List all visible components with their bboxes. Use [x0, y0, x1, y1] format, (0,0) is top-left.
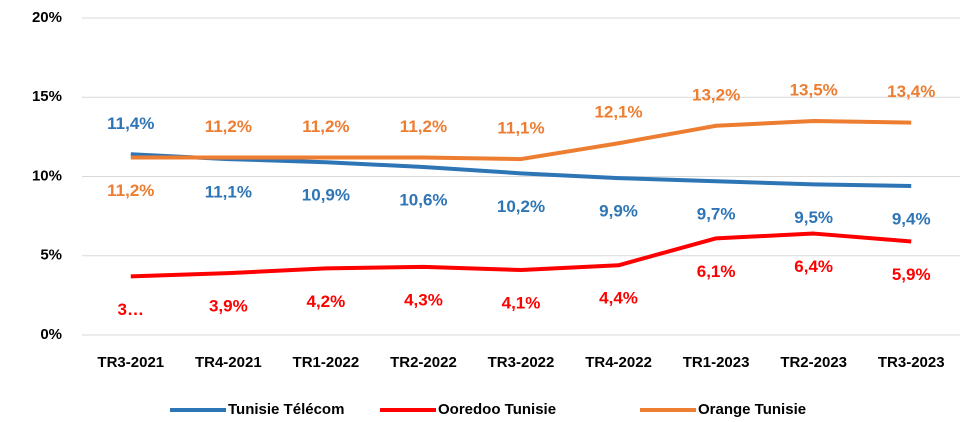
x-tick-label: TR1-2022 [293, 354, 360, 371]
legend-label: Ooredoo Tunisie [438, 401, 556, 418]
x-tick-label: TR3-2021 [97, 354, 164, 371]
series-line [130, 231, 912, 279]
data-label: 10,2% [497, 197, 545, 216]
data-label: 13,2% [692, 85, 740, 104]
data-label: 6,1% [697, 262, 736, 281]
data-label: 9,7% [697, 205, 736, 224]
data-label: 4,3% [404, 290, 443, 309]
data-label: 10,9% [302, 186, 350, 205]
data-label: 13,4% [887, 82, 935, 101]
x-tick-label: TR4-2022 [585, 354, 652, 371]
data-label: 9,9% [599, 202, 638, 221]
data-label: 3,9% [209, 297, 248, 316]
legend-label: Tunisie Télécom [228, 401, 344, 418]
x-tick-label: TR2-2022 [390, 354, 457, 371]
x-tick-label: TR3-2022 [488, 354, 555, 371]
data-label: 12,1% [594, 103, 642, 122]
x-tick-label: TR3-2023 [878, 354, 945, 371]
data-label: 5,9% [892, 265, 931, 284]
data-label: 9,4% [892, 209, 931, 228]
data-label: 11,2% [400, 117, 447, 136]
data-label: 11,1% [497, 119, 544, 138]
x-tick-label: TR2-2023 [780, 354, 847, 371]
data-label: 11,2% [302, 117, 349, 136]
x-tick-label: TR4-2021 [195, 354, 262, 371]
data-label: 9,5% [794, 208, 833, 227]
data-label: 11,1% [205, 183, 252, 202]
y-tick-label: 0% [40, 326, 62, 343]
y-tick-label: 10% [32, 167, 62, 184]
data-label: 11,2% [205, 117, 252, 136]
y-tick-label: 15% [32, 88, 62, 105]
legend-label: Orange Tunisie [698, 401, 806, 418]
x-tick-label: TR1-2023 [683, 354, 750, 371]
data-label: 6,4% [794, 257, 833, 276]
data-label: 3… [118, 300, 144, 319]
data-label: 11,4% [107, 114, 154, 133]
y-tick-label: 5% [40, 247, 62, 264]
data-label: 4,1% [502, 293, 541, 312]
data-label: 10,6% [399, 190, 447, 209]
series-line [130, 152, 912, 189]
series-line [130, 119, 912, 162]
data-label: 11,2% [107, 181, 154, 200]
data-label: 4,4% [599, 289, 638, 308]
y-tick-label: 20% [32, 9, 62, 26]
data-label: 13,5% [790, 81, 838, 100]
data-label: 4,2% [307, 292, 346, 311]
